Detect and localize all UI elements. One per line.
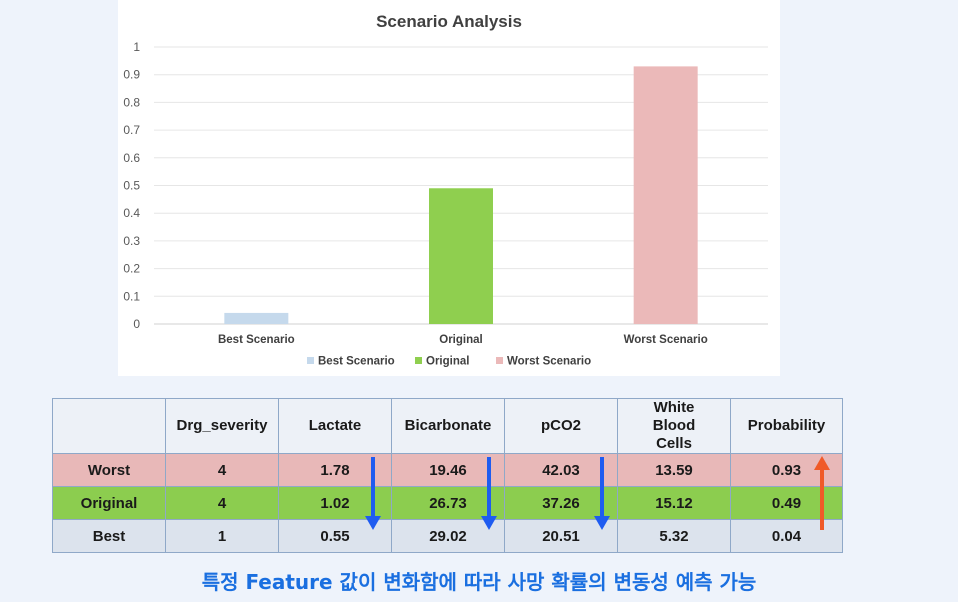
table-cell: 4 <box>165 486 279 520</box>
table-cell: 37.26 <box>504 486 618 520</box>
table-header-cell: Bicarbonate <box>391 398 505 454</box>
table-cell: 42.03 <box>504 453 618 487</box>
y-tick-label: 0.8 <box>123 95 140 109</box>
table-cell: 13.59 <box>617 453 731 487</box>
chart-panel: Scenario Analysis 0 0.1 0.2 0.3 0.4 0.5 0.6 0.7… <box>118 0 780 376</box>
y-tick-label: 0.1 <box>123 289 140 303</box>
table-cell: 29.02 <box>391 519 505 553</box>
row-label: Original <box>52 486 166 520</box>
y-tick-label: 0 <box>133 317 140 331</box>
scenario-table-container: Drg_severity Lactate Bicarbonate pCO2 Wh… <box>52 398 843 553</box>
chart-bars <box>224 66 698 324</box>
bar-best-scenario <box>224 312 289 324</box>
row-label: Best <box>52 519 166 553</box>
table-cell: 1 <box>165 519 279 553</box>
y-tick-label: 1 <box>133 40 140 54</box>
table-cell: 15.12 <box>617 486 731 520</box>
legend-swatch <box>415 357 422 364</box>
y-axis-ticks: 0 0.1 0.2 0.3 0.4 0.5 0.6 0.7 0.8 0.9 1 <box>123 40 140 331</box>
bar-original <box>429 188 493 324</box>
table-cell: 0.93 <box>730 453 843 487</box>
legend-label: Worst Scenario <box>507 356 591 368</box>
scenario-table: Drg_severity Lactate Bicarbonate pCO2 Wh… <box>52 398 843 553</box>
y-tick-label: 0.9 <box>123 68 140 82</box>
legend-label: Original <box>426 356 469 368</box>
table-cell: 0.49 <box>730 486 843 520</box>
table-row-original: Original 4 1.02 26.73 37.26 15.12 0.49 <box>52 486 843 520</box>
table-cell: 0.55 <box>278 519 392 553</box>
table-header-cell <box>52 398 166 454</box>
bar-worst-scenario <box>633 66 698 324</box>
y-tick-label: 0.7 <box>123 123 140 137</box>
table-header-cell: White Blood Cells <box>617 398 731 454</box>
table-cell: 5.32 <box>617 519 731 553</box>
x-category-label: Worst Scenario <box>624 334 708 346</box>
table-header-cell: Drg_severity <box>165 398 279 454</box>
table-row-best: Best 1 0.55 29.02 20.51 5.32 0.04 <box>52 519 843 553</box>
legend-label: Best Scenario <box>318 356 395 368</box>
table-header-cell: pCO2 <box>504 398 618 454</box>
y-tick-label: 0.6 <box>123 151 140 165</box>
bar-chart: Scenario Analysis 0 0.1 0.2 0.3 0.4 0.5 0.6 0.7… <box>123 12 768 368</box>
footer-caption: 특정 Feature 값이 변화함에 따라 사망 확률의 변동성 예측 가능 <box>201 570 757 594</box>
y-tick-label: 0.3 <box>123 234 140 248</box>
chart-title: Scenario Analysis <box>376 12 522 31</box>
x-category-label: Original <box>439 334 482 346</box>
legend-swatch <box>496 357 503 364</box>
x-axis-labels: Best Scenario Original Worst Scenario <box>218 334 708 346</box>
x-category-label: Best Scenario <box>218 334 295 346</box>
chart-legend: Best Scenario Original Worst Scenario <box>307 356 591 368</box>
y-tick-label: 0.2 <box>123 262 140 276</box>
table-row-worst: Worst 4 1.78 19.46 42.03 13.59 0.93 <box>52 453 843 487</box>
table-cell: 20.51 <box>504 519 618 553</box>
y-tick-label: 0.4 <box>123 206 140 220</box>
y-tick-label: 0.5 <box>123 179 140 193</box>
table-cell: 1.78 <box>278 453 392 487</box>
table-cell: 1.02 <box>278 486 392 520</box>
table-cell: 19.46 <box>391 453 505 487</box>
row-label: Worst <box>52 453 166 487</box>
table-cell: 4 <box>165 453 279 487</box>
table-cell: 26.73 <box>391 486 505 520</box>
legend-swatch <box>307 357 314 364</box>
table-header-cell: Probability <box>730 398 843 454</box>
table-header-cell: Lactate <box>278 398 392 454</box>
table-header-row: Drg_severity Lactate Bicarbonate pCO2 Wh… <box>52 398 843 454</box>
table-cell: 0.04 <box>730 519 843 553</box>
